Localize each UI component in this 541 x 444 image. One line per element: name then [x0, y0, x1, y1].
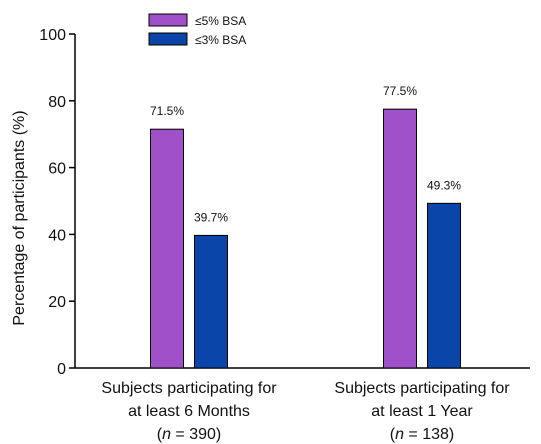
bars: [150, 108, 461, 369]
bar: [150, 128, 184, 369]
y-tick-label: 0: [57, 361, 66, 378]
legend-label: ≤5% BSA: [195, 14, 246, 28]
legend-swatch: [148, 32, 188, 46]
category-labels: Subjects participating for at least 6 Mon…: [101, 380, 510, 443]
y-tick-label: 20: [48, 294, 66, 311]
data-label: 49.3%: [427, 178, 461, 192]
data-label: 77.5%: [383, 84, 417, 98]
legend: ≤5% BSA ≤3% BSA: [148, 13, 246, 47]
y-tick-label: 80: [48, 94, 66, 111]
y-axis-ticks: 0 20 40 60 80 100: [39, 27, 75, 378]
bar: [383, 108, 417, 369]
legend-swatch: [148, 13, 188, 27]
y-axis-label: Percentage of participants (%): [11, 110, 28, 325]
y-tick-label: 100: [39, 27, 66, 44]
y-tick-label: 60: [48, 161, 66, 178]
category-label-line2: at least 1 Year: [371, 403, 473, 420]
category-label-line1: Subjects participating for: [334, 380, 510, 397]
y-tick-label: 40: [48, 227, 66, 244]
data-label: 39.7%: [194, 210, 228, 224]
bar: [427, 202, 461, 369]
data-labels: 71.5% 77.5% 39.7% 49.3%: [150, 84, 461, 224]
category-label-n: (n = 390): [157, 426, 222, 443]
data-label: 71.5%: [150, 104, 184, 118]
legend-label: ≤3% BSA: [195, 33, 246, 47]
category-label-line2: at least 6 Months: [128, 403, 250, 420]
axes: [74, 34, 530, 369]
bar: [194, 234, 228, 369]
category-label-n: (n = 138): [390, 426, 455, 443]
category-label-line1: Subjects participating for: [101, 380, 277, 397]
